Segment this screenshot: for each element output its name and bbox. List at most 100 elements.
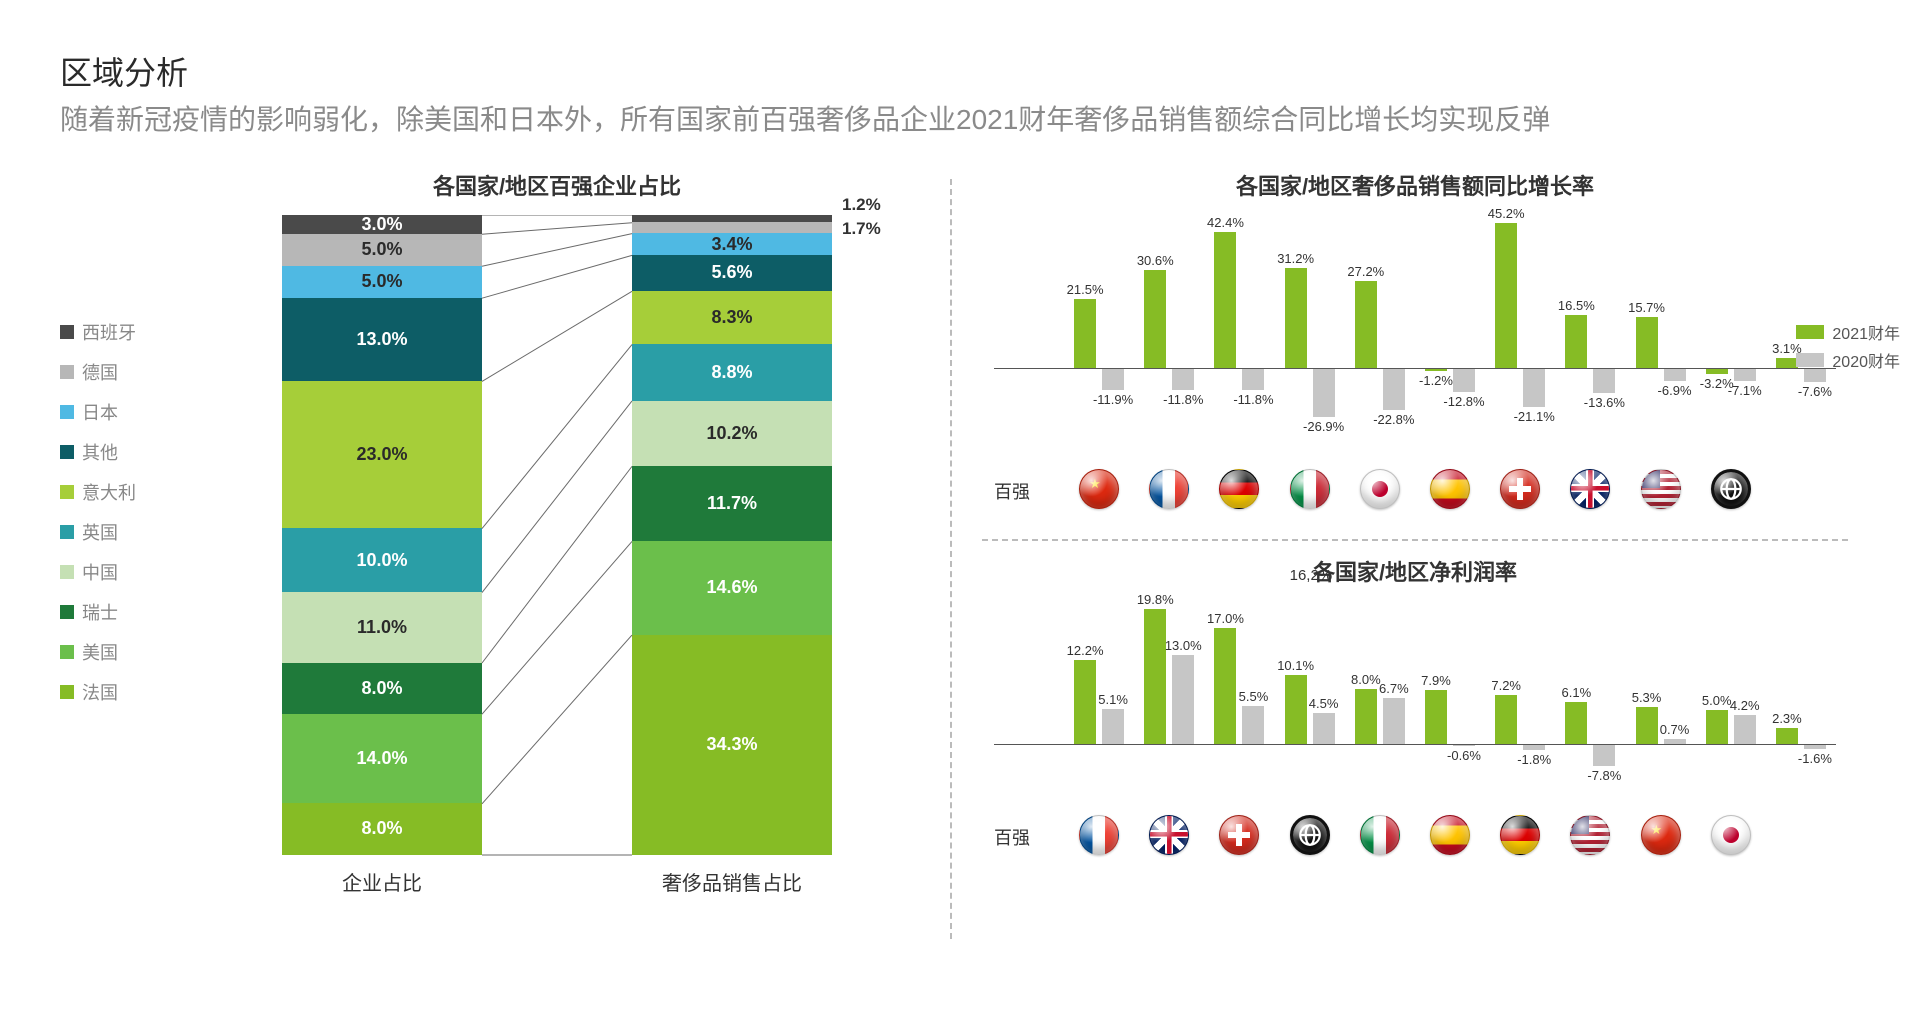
page-title: 区域分析 bbox=[60, 48, 1848, 94]
bar-stack: 3.4%5.6%8.3%8.8%10.2%11.7%14.6%34.3% bbox=[632, 215, 832, 855]
series-legend: 2021财年 2020财年 bbox=[1796, 320, 1900, 372]
left-panel: 西班牙德国日本其他意大利英国中国瑞士美国法国 各国家/地区百强企业占比 3.0%… bbox=[60, 169, 920, 939]
bar-2021: 7.2% bbox=[1495, 695, 1517, 744]
value-label: 5.5% bbox=[1239, 689, 1269, 704]
value-label: -1.2% bbox=[1419, 373, 1453, 388]
bar-group: 6.1% bbox=[1565, 702, 1615, 744]
bar-2021: 16.5% bbox=[1565, 315, 1587, 368]
bar-group-neg: -6.9% bbox=[1636, 369, 1686, 381]
value-label: -11.8% bbox=[1233, 392, 1273, 407]
value-label: 0.7% bbox=[1660, 722, 1690, 737]
legend-swatch bbox=[60, 565, 74, 579]
flag-swiss bbox=[1500, 469, 1540, 509]
legend-text: 中国 bbox=[82, 559, 118, 585]
bar-2020-neg: -7.8% bbox=[1593, 745, 1615, 766]
bar-axis-label: 企业占比 bbox=[282, 867, 482, 896]
flag-germany bbox=[1219, 469, 1259, 509]
value-label: -6.9% bbox=[1658, 383, 1692, 398]
legend-text: 其他 bbox=[82, 439, 118, 465]
legend-item-china: 中国 bbox=[60, 559, 170, 585]
bar-2021-neg: -1.2% bbox=[1425, 369, 1447, 371]
bar-group: 42.4% bbox=[1214, 232, 1264, 368]
value-label: 31.2% bbox=[1277, 251, 1314, 266]
stacked-bar-1: 3.4%5.6%8.3%8.8%10.2%11.7%14.6%34.3%奢侈品销… bbox=[632, 215, 832, 895]
stacked-bar-0: 3.0%5.0%5.0%13.0%23.0%10.0%11.0%8.0%14.0… bbox=[282, 215, 482, 895]
legend-item-france: 法国 bbox=[60, 679, 170, 705]
legend-text: 瑞士 bbox=[82, 599, 118, 625]
legend-item-uk: 英国 bbox=[60, 519, 170, 545]
bar-group: 10.1%4.5% bbox=[1285, 675, 1335, 744]
value-label: 8.0% bbox=[1351, 672, 1381, 687]
value-label: 6.7% bbox=[1379, 681, 1409, 696]
value-label: -7.8% bbox=[1587, 768, 1621, 783]
segment-germany bbox=[632, 222, 832, 233]
legend-2021: 2021财年 bbox=[1832, 320, 1900, 344]
legend-swatch bbox=[60, 405, 74, 419]
value-label: 6.1% bbox=[1562, 685, 1592, 700]
flag-globe bbox=[1290, 815, 1330, 855]
callout-label: 16,2% bbox=[1290, 567, 1333, 584]
bar-group: 12.2%5.1% bbox=[1074, 660, 1124, 743]
growth-chart: 各国家/地区奢侈品销售额同比增长率 21.5%30.6%42.4%31.2%27… bbox=[982, 169, 1848, 513]
value-label: 7.2% bbox=[1491, 678, 1521, 693]
flag-usa bbox=[1641, 469, 1681, 509]
bar-group: 27.2% bbox=[1355, 281, 1405, 368]
segment-usa: 14.0% bbox=[282, 714, 482, 804]
value-label: 7.9% bbox=[1421, 673, 1451, 688]
segment-usa: 14.6% bbox=[632, 541, 832, 635]
bar-2021: 12.2% bbox=[1074, 660, 1096, 743]
bar-2021: 15.7% bbox=[1636, 317, 1658, 367]
right-panel: 各国家/地区奢侈品销售额同比增长率 21.5%30.6%42.4%31.2%27… bbox=[982, 169, 1848, 939]
bar-group-neg: -11.9% bbox=[1074, 369, 1124, 390]
bar-group-neg: -22.8% bbox=[1355, 369, 1405, 410]
legend-item-swiss: 瑞士 bbox=[60, 599, 170, 625]
bar-2020: 4.5% bbox=[1313, 713, 1335, 744]
legend-swatch bbox=[60, 525, 74, 539]
segment-other: 13.0% bbox=[282, 298, 482, 381]
bar-2020: 6.7% bbox=[1383, 698, 1405, 744]
page-subtitle: 随着新冠疫情的影响弱化，除美国和日本外，所有国家前百强奢侈品企业2021财年奢侈… bbox=[60, 100, 1760, 141]
segment-swiss: 11.7% bbox=[632, 466, 832, 541]
value-label: 27.2% bbox=[1347, 264, 1384, 279]
value-label: 42.4% bbox=[1207, 215, 1244, 230]
bar-2020-neg: -13.6% bbox=[1593, 369, 1615, 393]
bar-group-neg: -7.8% bbox=[1565, 745, 1615, 766]
growth-row-label: 百强 bbox=[994, 478, 1046, 504]
segment-italy: 8.3% bbox=[632, 291, 832, 344]
horizontal-divider bbox=[982, 539, 1848, 541]
stacked-legend: 西班牙德国日本其他意大利英国中国瑞士美国法国 bbox=[60, 169, 170, 939]
external-label-germany: 1.7% bbox=[842, 219, 881, 239]
bar-2020-neg: -21.1% bbox=[1523, 369, 1545, 407]
margin-row-label: 百强 bbox=[994, 824, 1046, 850]
bar-group: 45.2% bbox=[1495, 223, 1545, 368]
value-label: 5.3% bbox=[1632, 690, 1662, 705]
bar-group: 7.2% bbox=[1495, 695, 1545, 744]
bar-2020: 0.7% bbox=[1664, 739, 1686, 744]
bar-group: 2.3% bbox=[1776, 728, 1826, 744]
segment-spain: 3.0% bbox=[282, 215, 482, 234]
value-label: 30.6% bbox=[1137, 253, 1174, 268]
legend-text: 法国 bbox=[82, 679, 118, 705]
legend-swatch bbox=[60, 605, 74, 619]
legend-swatch bbox=[60, 325, 74, 339]
legend-swatch bbox=[60, 645, 74, 659]
bar-2020-neg: -1.6% bbox=[1804, 745, 1826, 749]
bar-group-neg: -1.8% bbox=[1495, 745, 1545, 750]
legend-text: 美国 bbox=[82, 639, 118, 665]
bar-group-neg: -11.8% bbox=[1214, 369, 1264, 390]
flag-usa bbox=[1570, 815, 1610, 855]
flag-uk bbox=[1149, 815, 1189, 855]
legend-2020: 2020财年 bbox=[1832, 348, 1900, 372]
legend-item-italy: 意大利 bbox=[60, 479, 170, 505]
bar-2021: 3.1% bbox=[1776, 358, 1798, 368]
flag-spain bbox=[1430, 815, 1470, 855]
segment-swiss: 8.0% bbox=[282, 663, 482, 714]
growth-chart-title: 各国家/地区奢侈品销售额同比增长率 bbox=[982, 169, 1848, 201]
bar-2021: 42.4% bbox=[1214, 232, 1236, 368]
segment-uk: 8.8% bbox=[632, 344, 832, 400]
flag-spain bbox=[1430, 469, 1470, 509]
value-label: 2.3% bbox=[1772, 711, 1802, 726]
value-label: 4.2% bbox=[1730, 698, 1760, 713]
value-label: -1.8% bbox=[1517, 752, 1551, 767]
value-label: 12.2% bbox=[1067, 643, 1104, 658]
